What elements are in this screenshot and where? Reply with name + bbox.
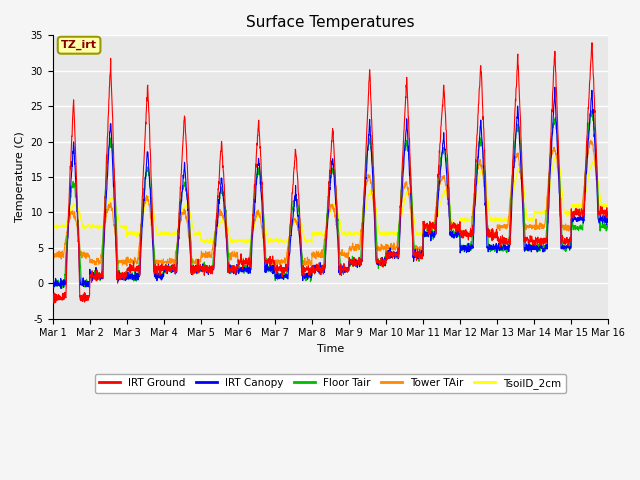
Title: Surface Temperatures: Surface Temperatures — [246, 15, 415, 30]
Legend: IRT Ground, IRT Canopy, Floor Tair, Tower TAir, TsoilD_2cm: IRT Ground, IRT Canopy, Floor Tair, Towe… — [95, 373, 566, 393]
Text: TZ_irt: TZ_irt — [61, 40, 97, 50]
X-axis label: Time: Time — [317, 344, 344, 354]
Y-axis label: Temperature (C): Temperature (C) — [15, 132, 25, 222]
